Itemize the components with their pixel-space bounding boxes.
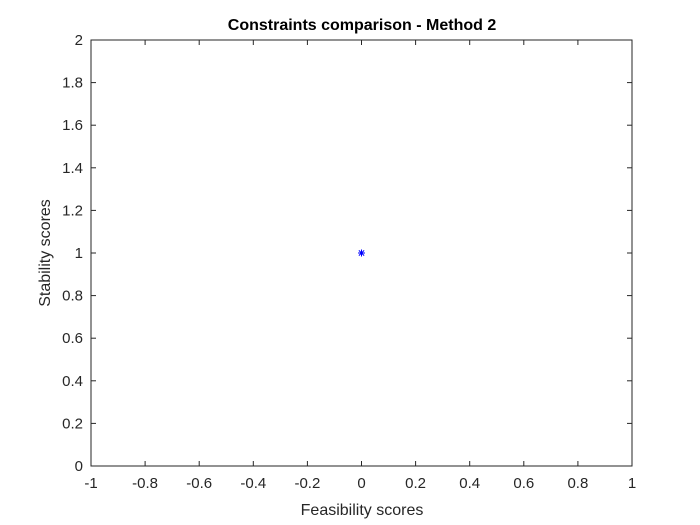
y-tick-label: 1.2 [62,202,83,219]
data-point-asterisk [358,249,365,257]
y-tick-label: 1.4 [62,160,83,177]
y-tick-label: 0.8 [62,288,83,305]
chart-title: Constraints comparison - Method 2 [228,17,497,34]
x-tick-label: 0.6 [513,475,534,492]
x-tick-label: 0 [357,475,365,492]
x-tick-label: -0.2 [294,475,320,492]
y-tick-label: 1.8 [62,75,83,92]
y-axis-ticks: 0 0.2 0.4 0.6 0.8 1 1.2 1.4 1.6 1.8 2 [62,32,632,475]
x-tick-label: 0.4 [459,475,480,492]
x-tick-label: -0.8 [132,475,158,492]
x-tick-label: 1 [628,475,636,492]
x-tick-label: 0.8 [567,475,588,492]
y-tick-label: 0.2 [62,415,83,432]
x-axis-ticks: -1 -0.8 -0.6 -0.4 -0.2 0 0.2 0.4 0.6 0.8 1 [84,40,636,492]
y-tick-label: 1.6 [62,117,83,134]
x-tick-label: 0.2 [405,475,426,492]
y-tick-label: 0.4 [62,373,83,390]
y-tick-label: 0 [75,458,83,475]
x-tick-label: -0.4 [240,475,266,492]
y-tick-label: 2 [75,32,83,49]
x-tick-label: -1 [84,475,97,492]
x-axis-label: Feasibility scores [301,502,424,519]
x-tick-label: -0.6 [186,475,212,492]
data-points [358,249,365,257]
y-tick-label: 0.6 [62,330,83,347]
y-axis-label: Stability scores [37,199,54,307]
y-tick-label: 1 [75,245,83,262]
